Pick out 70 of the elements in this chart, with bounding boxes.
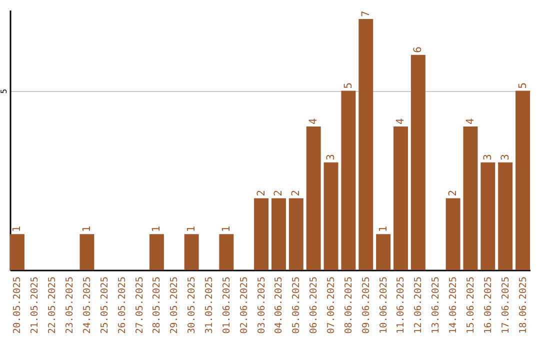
x-tick-label: 24.05.2025 xyxy=(82,276,93,334)
x-tick-label: 05.06.2025 xyxy=(291,276,302,334)
bar xyxy=(149,234,164,270)
data-label: 4 xyxy=(308,118,320,125)
bar xyxy=(80,234,94,270)
x-tick-label: 08.06.2025 xyxy=(343,276,354,334)
data-label: 1 xyxy=(220,226,232,232)
bar xyxy=(498,162,513,270)
x-tick-label: 27.05.2025 xyxy=(134,276,146,334)
bar xyxy=(394,126,408,270)
bar xyxy=(358,18,374,270)
bar xyxy=(184,234,199,270)
bar xyxy=(410,54,426,270)
x-tick-label: 22.05.2025 xyxy=(47,276,58,334)
x-tick-label: 30.05.2025 xyxy=(186,276,198,334)
bar xyxy=(376,234,391,270)
data-label: 6 xyxy=(412,46,424,53)
x-tick-label: 11.06.2025 xyxy=(396,276,407,334)
x-tick-label: 28.05.2025 xyxy=(152,276,163,334)
bar xyxy=(271,198,286,270)
x-tick-label: 20.05.2025 xyxy=(12,276,24,334)
data-label: 5 xyxy=(342,82,354,89)
bar xyxy=(288,198,304,270)
x-tick-label: 07.06.2025 xyxy=(326,276,338,334)
data-label: 2 xyxy=(290,190,302,196)
x-tick-label: 09.06.2025 xyxy=(360,276,372,334)
x-tick-label: 31.05.2025 xyxy=(204,276,215,334)
bar xyxy=(446,198,460,270)
x-tick-label: 12.06.2025 xyxy=(413,276,424,334)
bar xyxy=(324,162,338,270)
x-tick-label: 10.06.2025 xyxy=(378,276,390,334)
data-label: 1 xyxy=(150,226,163,232)
data-label: 3 xyxy=(482,154,494,160)
x-tick-label: 13.06.2025 xyxy=(430,276,442,334)
x-tick-label: 16.06.2025 xyxy=(482,276,494,334)
x-tick-label: 14.06.2025 xyxy=(448,276,460,334)
data-label: 2 xyxy=(447,190,460,196)
data-label: 7 xyxy=(360,10,372,17)
data-label: 2 xyxy=(272,190,285,196)
x-tick-label: 21.05.2025 xyxy=(30,276,41,334)
x-tick-label: 29.05.2025 xyxy=(169,276,180,334)
data-label: 3 xyxy=(499,154,512,160)
x-tick-label: 06.06.2025 xyxy=(308,276,320,334)
data-label: 2 xyxy=(255,190,268,196)
x-tick-label: 04.06.2025 xyxy=(274,276,285,334)
data-label: 1 xyxy=(186,226,198,232)
data-label: 4 xyxy=(464,118,476,125)
bar xyxy=(516,90,530,270)
data-label: 1 xyxy=(80,226,93,232)
x-tick-label: 03.06.2025 xyxy=(256,276,268,334)
bar xyxy=(463,126,478,270)
x-tick-label: 25.05.2025 xyxy=(99,276,110,334)
x-tick-label: 18.06.2025 xyxy=(518,276,529,334)
bar xyxy=(254,198,269,270)
x-tick-label: 02.06.2025 xyxy=(238,276,250,334)
data-label: 3 xyxy=(325,154,338,160)
bar xyxy=(480,162,496,270)
x-tick-label: 15.06.2025 xyxy=(465,276,476,334)
x-tick-label: 17.06.2025 xyxy=(500,276,512,334)
bar xyxy=(306,126,321,270)
x-tick-label: 23.05.2025 xyxy=(64,276,76,334)
bar xyxy=(219,234,234,270)
bar xyxy=(10,234,24,270)
bar xyxy=(341,90,356,270)
data-label: 1 xyxy=(11,226,24,232)
data-label: 5 xyxy=(516,82,529,89)
data-label: 4 xyxy=(394,118,407,125)
data-label: 1 xyxy=(377,226,390,232)
x-tick-label: 01.06.2025 xyxy=(221,276,232,334)
x-tick-label: 26.05.2025 xyxy=(116,276,128,334)
